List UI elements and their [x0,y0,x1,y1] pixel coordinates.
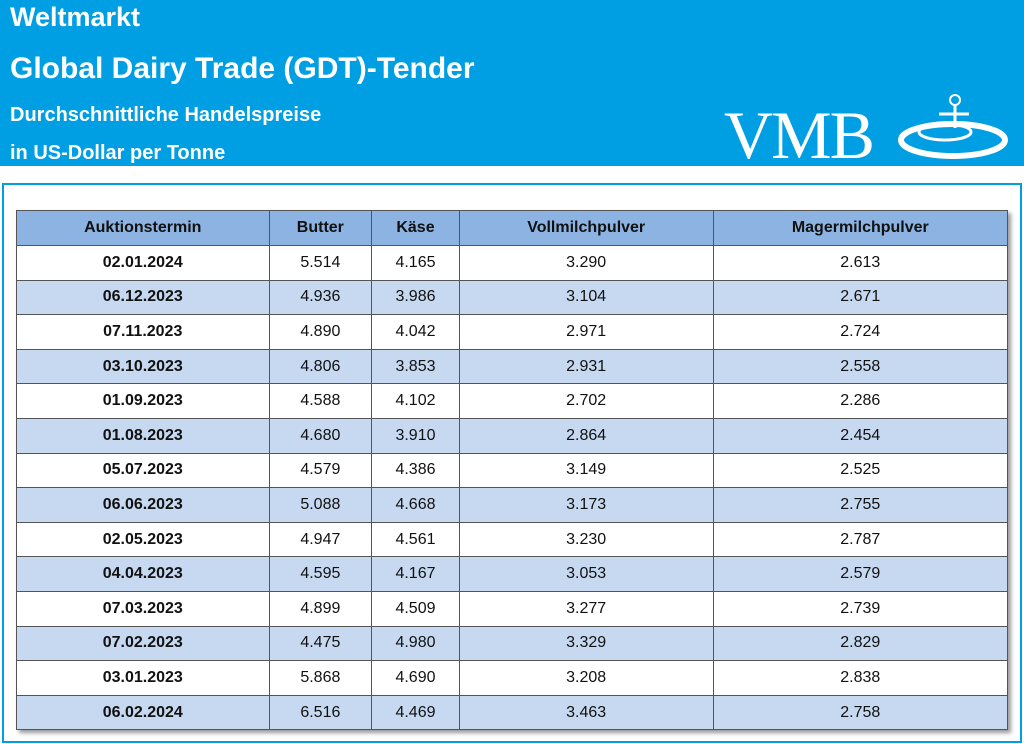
price-cell: 2.671 [712,279,1009,316]
date-cell: 01.09.2023 [16,383,270,419]
price-cell: 4.579 [268,452,373,489]
date-cell: 01.08.2023 [16,417,270,454]
price-cell: 3.853 [371,348,460,385]
date-cell: 06.12.2023 [16,279,270,316]
price-cell: 2.613 [712,245,1009,281]
date-cell: 07.11.2023 [16,314,270,350]
price-cell: 4.806 [268,348,373,385]
price-cell: 3.986 [371,279,460,316]
price-cell: 2.454 [712,417,1009,454]
logo-icon [898,94,1008,159]
table-row: 02.01.2024 5.514 4.165 3.290 2.613 [16,245,1009,281]
price-cell: 4.165 [371,245,460,281]
price-cell: 4.386 [371,452,460,489]
table-row: 06.06.2023 5.088 4.668 3.173 2.755 [16,487,1009,523]
table-row: 07.02.2023 4.475 4.980 3.329 2.829 [16,625,1009,662]
table-row: 02.05.2023 4.947 4.561 3.230 2.787 [16,521,1009,558]
price-cell: 4.668 [371,487,460,523]
price-cell: 2.525 [712,452,1009,489]
price-cell: 4.588 [268,383,373,419]
price-cell: 2.579 [712,556,1009,592]
price-cell: 3.230 [458,521,714,558]
price-cell: 4.947 [268,521,373,558]
date-cell: 04.04.2023 [16,556,270,592]
price-cell: 4.475 [268,625,373,662]
price-cell: 3.149 [458,452,714,489]
price-cell: 4.102 [371,383,460,419]
price-cell: 3.463 [458,694,714,731]
table-row: 05.07.2023 4.579 4.386 3.149 2.525 [16,452,1009,489]
price-cell: 2.724 [712,314,1009,350]
title: Weltmarkt [10,2,141,32]
price-cell: 4.595 [268,556,373,592]
price-cell: 4.980 [371,625,460,662]
table-frame: Auktionstermin Butter Käse Vollmilchpulver M… [2,183,1022,743]
column-header: Magermilchpulver [712,210,1009,246]
price-cell: 2.931 [458,348,714,385]
price-cell: 3.104 [458,279,714,316]
header-band: Weltmarkt Global Dairy Trade (GDT)-Tende… [0,0,1024,173]
price-cell: 4.899 [268,590,373,627]
date-cell: 02.05.2023 [16,521,270,558]
table-row: 06.02.2024 6.516 4.469 3.463 2.758 [16,694,1009,731]
subtitle: Global Dairy Trade (GDT)-Tender [10,52,475,85]
price-cell: 4.936 [268,279,373,316]
date-cell: 03.10.2023 [16,348,270,385]
table-row: 01.09.2023 4.588 4.102 2.702 2.286 [16,383,1009,419]
price-cell: 4.509 [371,590,460,627]
date-cell: 02.01.2024 [16,245,270,281]
price-cell: 2.702 [458,383,714,419]
price-cell: 2.864 [458,417,714,454]
price-cell: 2.558 [712,348,1009,385]
price-cell: 6.516 [268,694,373,731]
price-cell: 3.290 [458,245,714,281]
price-cell: 2.755 [712,487,1009,523]
price-cell: 2.838 [712,660,1009,696]
date-cell: 06.02.2024 [16,694,270,731]
table-row: 01.08.2023 4.680 3.910 2.864 2.454 [16,417,1009,454]
date-cell: 05.07.2023 [16,452,270,489]
price-table: Auktionstermin Butter Käse Vollmilchpulver M… [16,210,1009,731]
price-cell: 2.829 [712,625,1009,662]
price-cell: 3.173 [458,487,714,523]
price-cell: 3.208 [458,660,714,696]
price-cell: 4.042 [371,314,460,350]
price-cell: 4.680 [268,417,373,454]
price-cell: 4.561 [371,521,460,558]
column-header: Vollmilchpulver [458,210,714,246]
price-cell: 4.469 [371,694,460,731]
price-cell: 3.910 [371,417,460,454]
column-header: Butter [268,210,373,246]
price-cell: 5.514 [268,245,373,281]
column-header: Auktionstermin [16,210,270,246]
table-row: 07.11.2023 4.890 4.042 2.971 2.724 [16,314,1009,350]
price-cell: 4.890 [268,314,373,350]
date-cell: 07.02.2023 [16,625,270,662]
price-cell: 3.053 [458,556,714,592]
date-cell: 07.03.2023 [16,590,270,627]
price-cell: 2.739 [712,590,1009,627]
date-cell: 03.01.2023 [16,660,270,696]
price-cell: 3.277 [458,590,714,627]
table-row: 06.12.2023 4.936 3.986 3.104 2.671 [16,279,1009,316]
price-cell: 4.167 [371,556,460,592]
price-cell: 4.690 [371,660,460,696]
price-cell: 2.787 [712,521,1009,558]
table-row: 03.10.2023 4.806 3.853 2.931 2.558 [16,348,1009,385]
price-cell: 5.868 [268,660,373,696]
table-row: 07.03.2023 4.899 4.509 3.277 2.739 [16,590,1009,627]
price-cell: 5.088 [268,487,373,523]
table-row: 03.01.2023 5.868 4.690 3.208 2.838 [16,660,1009,696]
price-cell: 2.971 [458,314,714,350]
price-cell: 3.329 [458,625,714,662]
subtitle-line: in US-Dollar per Tonne [10,142,226,164]
date-cell: 06.06.2023 [16,487,270,523]
logo-text: VMB [724,97,875,173]
subtitle-line: Durchschnittliche Handelspreise [10,104,322,126]
price-cell: 2.286 [712,383,1009,419]
price-cell: 2.758 [712,694,1009,731]
column-header: Käse [371,210,460,246]
table-row: 04.04.2023 4.595 4.167 3.053 2.579 [16,556,1009,592]
